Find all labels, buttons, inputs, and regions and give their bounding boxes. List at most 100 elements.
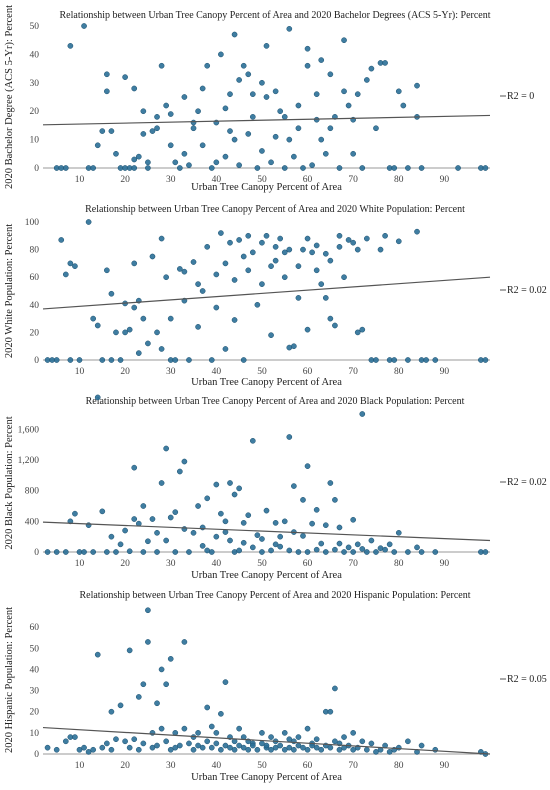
scatter-point xyxy=(272,133,279,140)
scatter-point xyxy=(172,730,179,736)
scatter-point xyxy=(304,62,311,69)
scatter-point xyxy=(135,153,142,160)
scatter-point xyxy=(167,656,174,662)
y-tick-label: 30 xyxy=(30,687,40,697)
scatter-point xyxy=(327,257,334,264)
scatter-point xyxy=(405,549,411,555)
scatter-point xyxy=(53,357,60,363)
chart-title: Relationship between Urban Tree Canopy P… xyxy=(60,10,491,21)
scatter-point xyxy=(213,533,220,540)
x-tick-label: 80 xyxy=(394,761,404,771)
scatter-point xyxy=(113,549,119,555)
scatter-point xyxy=(363,549,370,555)
scatter-point xyxy=(145,165,151,171)
scatter-point xyxy=(318,281,325,287)
scatter-point xyxy=(72,734,78,740)
scatter-point xyxy=(350,516,357,523)
scatter-point xyxy=(90,165,97,171)
scatter-point xyxy=(341,88,347,95)
y-tick-label: 80 xyxy=(30,246,40,256)
scatter-point xyxy=(322,250,329,257)
y-tick-label: 800 xyxy=(25,487,40,497)
scatter-point xyxy=(291,738,297,745)
scatter-point xyxy=(395,744,402,751)
scatter-point xyxy=(167,315,174,322)
scatter-point xyxy=(327,480,334,486)
scatter-point xyxy=(172,509,179,515)
scatter-point xyxy=(482,357,489,363)
scatter-point xyxy=(405,165,411,171)
y-tick-label: 0 xyxy=(34,548,39,558)
scatter-point xyxy=(149,128,156,134)
scatter-point xyxy=(236,725,242,732)
scatter-point xyxy=(350,549,357,555)
x-tick-label: 80 xyxy=(394,367,404,377)
scatter-point xyxy=(131,85,138,92)
scatter-point xyxy=(131,156,138,163)
scatter-point xyxy=(126,647,133,654)
scatter-point xyxy=(104,549,110,555)
scatter-point xyxy=(108,708,115,715)
scatter-point xyxy=(368,65,375,72)
scatter-point xyxy=(131,260,138,267)
scatter-point xyxy=(291,483,297,489)
scatter-point xyxy=(231,746,238,753)
scatter-point xyxy=(327,71,334,78)
scatter-point xyxy=(145,159,151,166)
y-tick-label: 60 xyxy=(30,623,40,633)
x-tick-label: 70 xyxy=(348,761,358,771)
x-tick-label: 20 xyxy=(120,761,130,771)
scatter-point xyxy=(240,357,247,363)
scatter-point xyxy=(62,271,69,278)
scatter-point xyxy=(72,510,78,517)
scatter-point xyxy=(281,114,288,120)
scatter-point xyxy=(327,744,334,751)
scatter-point xyxy=(154,742,160,749)
scatter-point xyxy=(195,281,201,287)
scatter-point xyxy=(113,329,119,336)
x-tick-label: 50 xyxy=(257,175,267,185)
scatter-point xyxy=(131,464,138,471)
x-tick-label: 30 xyxy=(166,761,176,771)
scatter-point xyxy=(245,131,252,137)
scatter-point xyxy=(62,165,69,171)
x-tick-label: 10 xyxy=(75,761,85,771)
y-tick-label: 100 xyxy=(25,218,40,228)
scatter-point xyxy=(263,742,270,749)
scatter-point xyxy=(208,357,215,363)
x-tick-label: 60 xyxy=(303,559,313,569)
chart-panel-3: Relationship between Urban Tree Canopy P… xyxy=(4,394,547,581)
y-axis-label: 2020 Black Population: Percent xyxy=(4,416,15,549)
x-tick-label: 70 xyxy=(348,367,358,377)
scatter-point xyxy=(135,694,142,700)
scatter-point xyxy=(231,136,238,143)
scatter-point xyxy=(222,679,229,685)
scatter-point xyxy=(322,549,329,555)
scatter-point xyxy=(304,326,311,333)
scatter-point xyxy=(363,746,370,753)
scatter-point xyxy=(231,491,238,498)
scatter-point xyxy=(158,235,165,242)
scatter-point xyxy=(313,267,320,274)
legend-label: R2 = 0.05 xyxy=(507,674,547,685)
scatter-point xyxy=(332,497,338,503)
scatter-point xyxy=(313,242,320,249)
scatter-point xyxy=(272,541,279,548)
scatter-point xyxy=(391,549,398,555)
scatter-point xyxy=(313,744,320,751)
scatter-point xyxy=(418,549,425,555)
scatter-point xyxy=(240,62,247,69)
scatter-point xyxy=(336,524,343,531)
scatter-point xyxy=(145,538,151,545)
scatter-point xyxy=(277,533,284,540)
scatter-point xyxy=(341,549,347,555)
scatter-point xyxy=(345,102,352,109)
scatter-point xyxy=(259,148,265,154)
scatter-point xyxy=(277,543,284,550)
scatter-point xyxy=(99,744,106,751)
scatter-point xyxy=(227,744,233,751)
scatter-point xyxy=(300,246,306,253)
scatter-point xyxy=(104,71,110,78)
scatter-point xyxy=(163,537,170,544)
scatter-point xyxy=(104,740,110,747)
